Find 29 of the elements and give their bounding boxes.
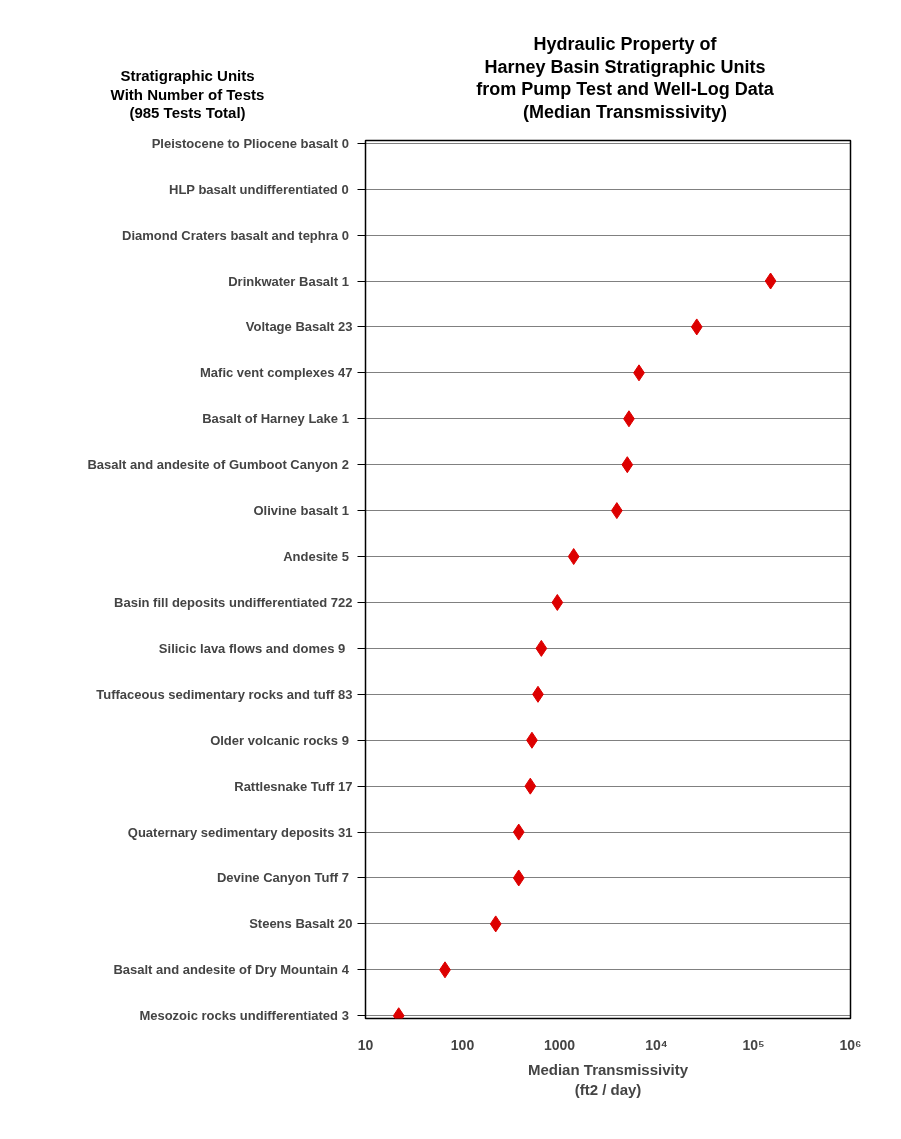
y-tick-label: Basalt and andesite of Dry Mountain 4 <box>113 962 350 978</box>
y-axis-title: Stratigraphic Units With Number of Tests (985 Tests Total) <box>110 66 265 123</box>
y-tick-label: Quaternary sedimentary deposits 31 <box>127 824 353 840</box>
y-tick-label: Basalt of Harney Lake 1 <box>202 411 349 427</box>
x-tick-label: 100 <box>450 1036 475 1053</box>
y-tick-label: HLP basalt undifferentiated 0 <box>169 181 349 197</box>
y-tick-label: Silicic lava flows and domes 9 <box>158 640 346 656</box>
x-tick-label: 10⁵ <box>742 1036 765 1053</box>
y-tick-label: Steens Basalt 20 <box>249 916 353 932</box>
y-tick-label: Rattlesnake Tuff 17 <box>234 778 353 794</box>
y-tick-label: Basalt and andesite of Gumboot Canyon 2 <box>87 457 349 473</box>
chart-title: Hydraulic Property of Harney Basin Stratigraphic Units from Pump Test and Well-Log Data (Median Transmissivity) <box>476 33 774 123</box>
y-tick-label: Older volcanic rocks 9 <box>210 732 349 748</box>
x-tick-label: 10⁶ <box>839 1036 862 1053</box>
y-tick-label: Pleistocene to Pliocene basalt 0 <box>151 135 349 151</box>
x-tick-label: 1000 <box>543 1036 576 1053</box>
y-tick-label: Mesozoic rocks undifferentiated 3 <box>139 1008 349 1024</box>
x-tick-label: 10⁴ <box>645 1036 668 1053</box>
y-tick-label: Mafic vent complexes 47 <box>200 365 353 381</box>
y-tick-label: Basin fill deposits undifferentiated 722 <box>114 594 353 610</box>
x-axis-title: Median Transmissivity (ft2 / day) <box>527 1060 689 1098</box>
y-tick-label: Tuffaceous sedimentary rocks and tuff 83 <box>96 686 353 702</box>
y-tick-label: Voltage Basalt 23 <box>245 319 353 335</box>
y-tick-label: Diamond Craters basalt and tephra 0 <box>122 227 349 243</box>
x-tick-label: 10 <box>357 1036 374 1053</box>
y-tick-label: Andesite 5 <box>283 549 349 565</box>
y-tick-label: Devine Canyon Tuff 7 <box>216 870 349 886</box>
y-tick-label: Drinkwater Basalt 1 <box>228 273 349 289</box>
y-tick-label: Olivine basalt 1 <box>253 503 349 519</box>
